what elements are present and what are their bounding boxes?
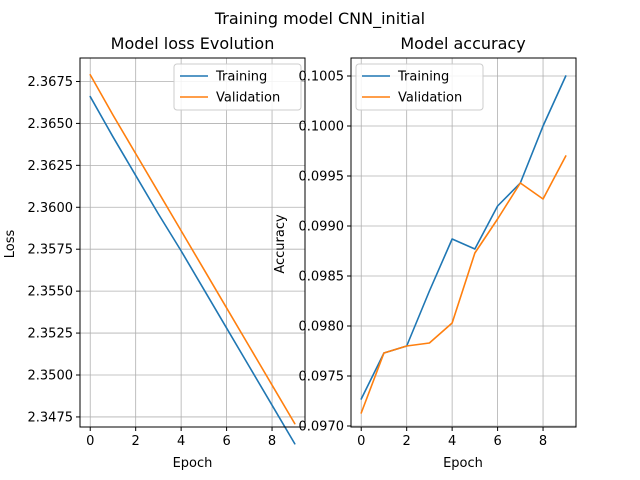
figure-suptitle: Training model CNN_initial bbox=[214, 9, 425, 29]
loss-chart-ylabel: Loss bbox=[3, 230, 18, 259]
loss-legend-label-validation: Validation bbox=[216, 91, 280, 106]
accuracy-ytick-label: 0.0970 bbox=[299, 420, 345, 435]
loss-legend-label-training: Training bbox=[215, 70, 267, 85]
loss-legend: Training Validation bbox=[173, 63, 302, 111]
accuracy-legend: Training Validation bbox=[355, 63, 484, 111]
accuracy-axes-frame bbox=[350, 57, 577, 428]
accuracy-chart: Model accuracy Epoch Accuracy 0 2 4 6 8 0.097… bbox=[273, 34, 577, 471]
loss-ytick-label: 2.3475 bbox=[28, 410, 74, 425]
loss-axes-frame bbox=[79, 57, 306, 428]
accuracy-ytick-label: 0.0995 bbox=[299, 170, 345, 185]
loss-xtick-label: 2 bbox=[132, 434, 140, 449]
loss-ytick-label: 2.3550 bbox=[28, 285, 74, 300]
accuracy-chart-xlabel: Epoch bbox=[443, 456, 483, 471]
accuracy-chart-title: Model accuracy bbox=[400, 34, 525, 53]
loss-ytick-label: 2.3500 bbox=[28, 369, 74, 384]
accuracy-ytick-label: 0.0975 bbox=[299, 370, 345, 385]
accuracy-xtick-label: 4 bbox=[448, 434, 456, 449]
loss-ytick-label: 2.3525 bbox=[28, 327, 74, 342]
accuracy-legend-label-validation: Validation bbox=[398, 91, 462, 106]
accuracy-xtick-label: 8 bbox=[539, 434, 547, 449]
loss-xtick-label: 0 bbox=[86, 434, 94, 449]
loss-ytick-label: 2.3650 bbox=[28, 117, 74, 132]
accuracy-ytick-label: 0.1005 bbox=[299, 70, 345, 85]
loss-ytick-label: 2.3625 bbox=[28, 159, 74, 174]
loss-chart: Model loss Evolution Epoch Loss 0 2 4 6 8 2.3… bbox=[3, 34, 306, 471]
loss-ytick-label: 2.3575 bbox=[28, 243, 74, 258]
accuracy-chart-ylabel: Accuracy bbox=[273, 214, 288, 274]
loss-ytick-label: 2.3600 bbox=[28, 201, 74, 216]
accuracy-xtick-label: 6 bbox=[493, 434, 501, 449]
accuracy-xtick-label: 0 bbox=[357, 434, 365, 449]
accuracy-ytick-label: 0.1000 bbox=[299, 120, 345, 135]
loss-series-training-line bbox=[89, 95, 296, 445]
accuracy-xtick-label: 2 bbox=[403, 434, 411, 449]
loss-xtick-label: 8 bbox=[268, 434, 276, 449]
accuracy-ytick-label: 0.0985 bbox=[299, 270, 345, 285]
accuracy-ytick-label: 0.0980 bbox=[299, 320, 345, 335]
accuracy-ytick-label: 0.0990 bbox=[299, 220, 345, 235]
loss-ytick-label: 2.3675 bbox=[28, 75, 74, 90]
loss-xtick-label: 6 bbox=[222, 434, 230, 449]
loss-chart-title: Model loss Evolution bbox=[111, 34, 275, 53]
accuracy-series-validation-line bbox=[360, 155, 567, 414]
loss-chart-xlabel: Epoch bbox=[173, 456, 213, 471]
loss-series-validation-line bbox=[89, 73, 296, 425]
accuracy-legend-label-training: Training bbox=[397, 70, 449, 85]
loss-xtick-label: 4 bbox=[177, 434, 185, 449]
